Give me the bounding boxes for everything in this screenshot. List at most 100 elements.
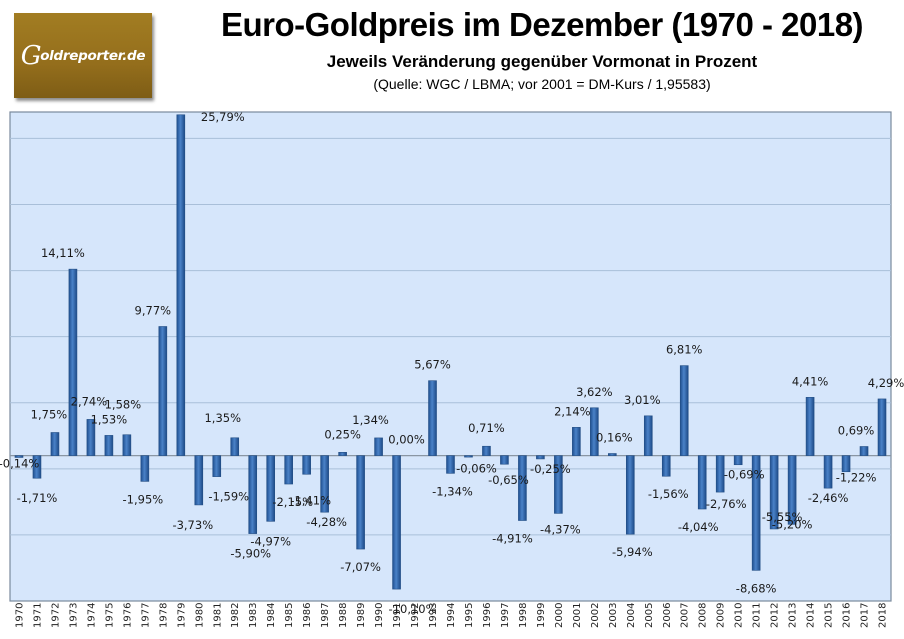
x-tick-1983: 1983 [248, 603, 259, 628]
bar-1982 [230, 437, 240, 456]
data-label-1989: -7,07% [340, 560, 381, 574]
data-label-2011: -8,68% [736, 581, 777, 595]
data-label-2006: -1,56% [648, 487, 689, 501]
x-tick-1981: 1981 [212, 603, 223, 628]
bar-1993 [428, 380, 437, 456]
data-label-1982: 1,35% [204, 411, 241, 425]
bar-1972 [50, 432, 60, 456]
data-label-2018: 4,29% [868, 376, 904, 390]
x-tick-1979: 1979 [176, 603, 187, 628]
bar-1977 [140, 455, 150, 482]
bar-2005 [643, 415, 653, 456]
bar-1971 [32, 455, 42, 479]
bar-1991 [392, 455, 401, 590]
x-tick-1992: 1992 [410, 603, 421, 628]
data-label-1997: -0,65% [488, 473, 529, 487]
bar-1984 [266, 455, 276, 522]
chart-subtitle: Jeweils Veränderung gegenüber Vormonat i… [326, 52, 758, 71]
x-tick-1988: 1988 [338, 603, 349, 628]
x-tick-2017: 2017 [860, 603, 871, 628]
data-label-1999: -0,25% [530, 462, 571, 476]
goldreporter-logo: Goldreporter.de [14, 13, 152, 98]
x-tick-2012: 2012 [770, 603, 781, 628]
x-tick-2014: 2014 [806, 603, 817, 628]
bar-1980 [194, 455, 204, 506]
data-label-2001: 2,14% [554, 404, 591, 418]
plot-area [9, 111, 892, 602]
bar-1994 [446, 455, 455, 474]
x-tick-2000: 2000 [554, 603, 565, 628]
x-tick-1997: 1997 [500, 603, 511, 628]
data-label-1975: 1,53% [91, 412, 128, 426]
x-tick-2007: 2007 [680, 603, 691, 628]
x-tick-1991: 1991 [392, 603, 403, 628]
data-label-1990: 1,34% [352, 413, 389, 427]
bar-2016 [841, 455, 851, 473]
bar-2009 [715, 455, 725, 493]
x-axis-tick-labels: 1970 1971 1972 1973 1974 1975 1976 1977 1978 1979… [14, 603, 888, 628]
gridlines [10, 137, 891, 536]
data-label-1985: -2,15% [272, 495, 313, 509]
x-tick-2011: 2011 [752, 603, 763, 628]
data-label-2012: -5,55% [762, 510, 803, 524]
x-tick-2009: 2009 [716, 603, 727, 628]
data-label-1992: 0,00% [388, 433, 425, 447]
data-labels: -0,14% -1,71% 1,75% 14,11% 2,74% 1,53%1,58% -1… [0, 110, 904, 616]
data-label-1994: -1,34% [432, 484, 473, 498]
data-label-1995: -0,06% [456, 461, 497, 475]
bar-1997 [500, 455, 509, 465]
bar-2008 [697, 455, 707, 510]
data-label-2002: 3,62% [576, 385, 613, 399]
bar-1999 [536, 455, 545, 460]
data-label-2009: -2,76% [706, 497, 747, 511]
data-label-1986: -1,41% [290, 493, 331, 507]
bar-1974 [86, 419, 96, 456]
data-label-1973: 14,11% [41, 246, 85, 260]
x-tick-2006: 2006 [662, 603, 673, 628]
x-tick-2002: 2002 [590, 603, 601, 628]
bar-2006 [661, 455, 671, 477]
x-tick-1989: 1989 [356, 603, 367, 628]
x-tick-1985: 1985 [284, 603, 295, 628]
bar-2018 [877, 398, 887, 456]
bar-1998 [518, 455, 527, 521]
x-tick-2010: 2010 [734, 603, 745, 628]
data-label-1996: 0,71% [468, 421, 505, 435]
bar-1986 [302, 455, 311, 475]
x-tick-1978: 1978 [158, 603, 169, 628]
x-tick-1976: 1976 [122, 603, 133, 628]
data-label-1991: -10,10% [389, 602, 437, 616]
bar-1989 [356, 455, 365, 550]
x-tick-2003: 2003 [608, 603, 619, 628]
data-label-2013: -5,20% [772, 517, 813, 531]
data-label-2017: 0,69% [838, 424, 875, 438]
bars [14, 114, 887, 590]
x-tick-1980: 1980 [194, 603, 205, 628]
x-tick-2018: 2018 [878, 603, 889, 628]
x-tick-2013: 2013 [788, 603, 799, 628]
x-tick-1990: 1990 [374, 603, 385, 628]
data-label-2014: 4,41% [792, 374, 829, 388]
bar-2011 [751, 455, 761, 571]
bar-1973 [68, 268, 78, 456]
bar-1996 [482, 445, 491, 456]
data-label-2005: 3,01% [624, 393, 661, 407]
data-label-1988: 0,25% [324, 427, 361, 441]
x-tick-1973: 1973 [68, 603, 79, 628]
bar-1988 [338, 452, 347, 456]
data-label-1984: -4,97% [250, 534, 291, 548]
chart-title: Euro-Goldpreis im Dezember (1970 - 2018) [220, 6, 864, 43]
x-tick-2004: 2004 [626, 603, 637, 628]
bar-1970 [14, 455, 24, 458]
x-tick-1974: 1974 [86, 603, 97, 628]
data-label-2008: -4,04% [678, 520, 719, 534]
data-label-1974: 2,74% [71, 394, 108, 408]
data-label-1981: -1,59% [208, 490, 249, 504]
data-label-1987: -4,28% [306, 515, 347, 529]
x-tick-2008: 2008 [698, 603, 709, 628]
x-tick-1970: 1970 [14, 603, 25, 628]
bar-1990 [374, 437, 383, 456]
x-tick-1995: 1995 [464, 603, 475, 628]
data-label-2000: -4,37% [540, 522, 581, 536]
bar-2003 [608, 453, 617, 456]
